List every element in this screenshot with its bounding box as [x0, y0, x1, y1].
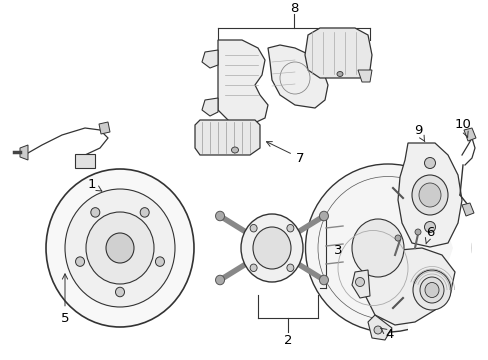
- Ellipse shape: [86, 212, 154, 284]
- Ellipse shape: [140, 208, 149, 217]
- Ellipse shape: [412, 270, 450, 310]
- Text: 4: 4: [380, 328, 393, 342]
- Ellipse shape: [155, 257, 164, 266]
- Ellipse shape: [249, 264, 257, 271]
- Ellipse shape: [91, 208, 100, 217]
- Text: 9: 9: [413, 123, 424, 142]
- Ellipse shape: [424, 158, 435, 168]
- Ellipse shape: [115, 287, 124, 297]
- Ellipse shape: [418, 183, 440, 207]
- Text: 6: 6: [425, 225, 433, 244]
- Ellipse shape: [424, 283, 438, 297]
- Text: 1: 1: [87, 179, 102, 192]
- Ellipse shape: [319, 211, 328, 221]
- Polygon shape: [407, 164, 470, 332]
- Ellipse shape: [355, 278, 364, 287]
- Ellipse shape: [286, 264, 293, 271]
- Ellipse shape: [336, 72, 342, 77]
- Ellipse shape: [319, 275, 328, 285]
- Ellipse shape: [286, 224, 293, 232]
- Text: 10: 10: [454, 118, 470, 137]
- Polygon shape: [20, 145, 28, 160]
- Ellipse shape: [414, 229, 420, 235]
- Ellipse shape: [252, 227, 290, 269]
- Polygon shape: [218, 40, 267, 125]
- Ellipse shape: [215, 275, 224, 285]
- Polygon shape: [202, 50, 218, 68]
- Polygon shape: [364, 248, 454, 325]
- Polygon shape: [195, 120, 260, 155]
- Ellipse shape: [249, 224, 257, 232]
- Text: 5: 5: [61, 274, 69, 324]
- Ellipse shape: [231, 147, 238, 153]
- Text: 8: 8: [289, 1, 298, 14]
- Polygon shape: [357, 70, 371, 82]
- Polygon shape: [461, 203, 473, 216]
- Ellipse shape: [351, 219, 403, 277]
- Polygon shape: [305, 28, 371, 78]
- Ellipse shape: [65, 189, 175, 307]
- Polygon shape: [267, 45, 327, 108]
- Polygon shape: [367, 315, 391, 340]
- Polygon shape: [202, 98, 218, 116]
- Text: 2: 2: [283, 333, 292, 346]
- Ellipse shape: [106, 233, 134, 263]
- Polygon shape: [463, 128, 475, 141]
- Ellipse shape: [419, 277, 443, 303]
- Text: 3: 3: [333, 244, 342, 257]
- Ellipse shape: [394, 235, 400, 241]
- Polygon shape: [99, 122, 110, 134]
- Ellipse shape: [76, 257, 84, 266]
- Ellipse shape: [411, 175, 447, 215]
- Ellipse shape: [241, 214, 303, 282]
- FancyBboxPatch shape: [75, 154, 95, 168]
- Ellipse shape: [305, 164, 469, 332]
- Text: 7: 7: [266, 141, 304, 165]
- Ellipse shape: [46, 169, 194, 327]
- Ellipse shape: [373, 326, 381, 334]
- Ellipse shape: [424, 221, 435, 233]
- Polygon shape: [351, 270, 369, 298]
- Ellipse shape: [215, 211, 224, 221]
- Polygon shape: [397, 143, 461, 247]
